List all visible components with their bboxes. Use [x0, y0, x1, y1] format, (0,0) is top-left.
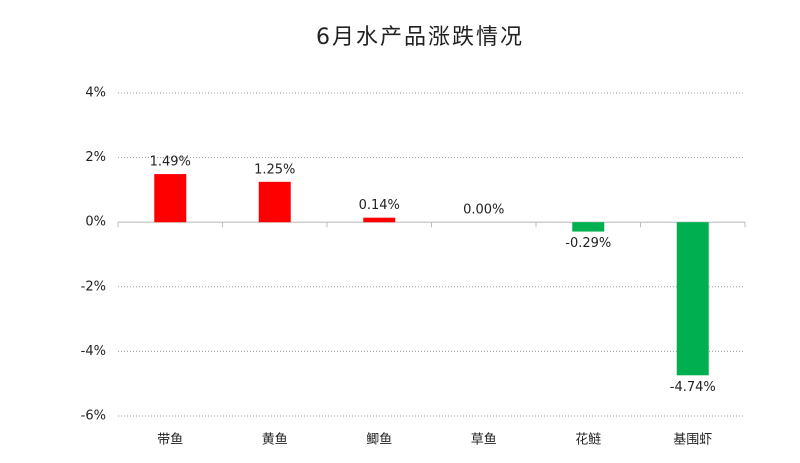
value-label: 1.25% [254, 162, 295, 177]
x-tick-label: 黄鱼 [262, 432, 288, 448]
y-tick-label: -6% [81, 409, 106, 424]
x-tick-label: 带鱼 [157, 432, 183, 448]
y-tick-label: 2% [85, 150, 106, 165]
bar [258, 181, 291, 223]
value-label: -0.29% [565, 236, 611, 251]
value-label: -4.74% [670, 380, 716, 395]
chart-title: 6月水产品涨跌情况 [316, 25, 524, 50]
x-tick-label: 花鲢 [575, 432, 601, 448]
y-tick-label: -2% [81, 279, 106, 294]
value-label: 0.14% [359, 198, 400, 213]
y-tick-label: -4% [81, 344, 106, 359]
x-tick-label: 基围虾 [673, 433, 712, 448]
bar [572, 222, 605, 232]
bar [363, 217, 396, 223]
bar [154, 174, 187, 223]
bar [676, 222, 709, 376]
value-label: 0.00% [463, 203, 504, 218]
y-tick-label: 0% [85, 215, 106, 230]
x-tick-label: 鲫鱼 [366, 432, 392, 448]
y-tick-label: 4% [85, 86, 106, 101]
x-tick-label: 草鱼 [471, 432, 497, 448]
value-label: 1.49% [150, 155, 191, 170]
